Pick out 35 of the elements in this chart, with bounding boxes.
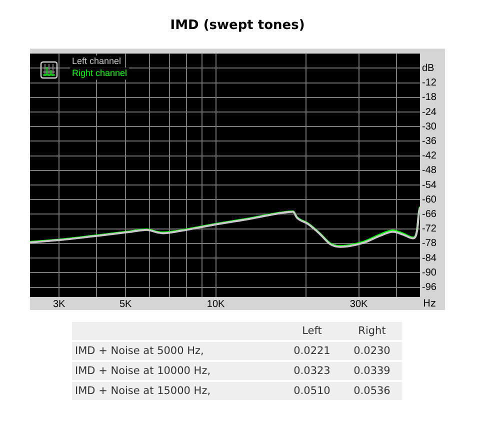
y-tick-label: -60 — [422, 194, 437, 206]
text: Left channel — [72, 56, 122, 66]
x-tick-label: 5K — [119, 298, 132, 310]
y-tick-label: -90 — [422, 267, 437, 278]
text: 0.0339 — [342, 362, 402, 382]
y-tick-label: -24 — [422, 106, 437, 118]
y-tick-label: -66 — [422, 208, 437, 220]
text: 0.0536 — [342, 382, 402, 402]
text: 0.0221 — [282, 342, 342, 362]
text: 0.0510 — [282, 382, 342, 402]
y-tick-label: -96 — [422, 282, 437, 294]
x-axis-title: Hz — [423, 298, 436, 310]
text: Right — [342, 322, 402, 342]
y-tick-label: -84 — [422, 252, 437, 264]
y-tick-label: -78 — [422, 238, 437, 250]
text: Left — [282, 322, 342, 342]
y-tick-label: -12 — [422, 78, 437, 89]
chart-title: IMD (swept tones) — [170, 18, 305, 34]
y-tick-label: -36 — [422, 136, 437, 147]
text: IMD + Noise at 5000 Hz, — [72, 342, 282, 362]
text: IMD + Noise at 15000 Hz, — [72, 382, 282, 402]
y-tick-label: -18 — [422, 92, 437, 104]
x-tick-label: 10K — [206, 298, 226, 310]
y-tick-label: -42 — [422, 150, 437, 162]
text: IMD + Noise at 10000 Hz, — [72, 362, 282, 382]
y-tick-label: dB — [422, 62, 435, 74]
text: 0.0230 — [342, 342, 402, 362]
y-tick-label: -72 — [422, 224, 437, 235]
y-tick-label: -30 — [422, 121, 437, 132]
x-tick-label: 3K — [52, 298, 66, 310]
legend-label: Right channel — [72, 68, 128, 78]
y-tick-label: -54 — [422, 180, 437, 191]
text: 0.0323 — [282, 362, 342, 382]
x-tick-label: 30K — [350, 298, 368, 310]
y-tick-label: -48 — [422, 165, 437, 176]
